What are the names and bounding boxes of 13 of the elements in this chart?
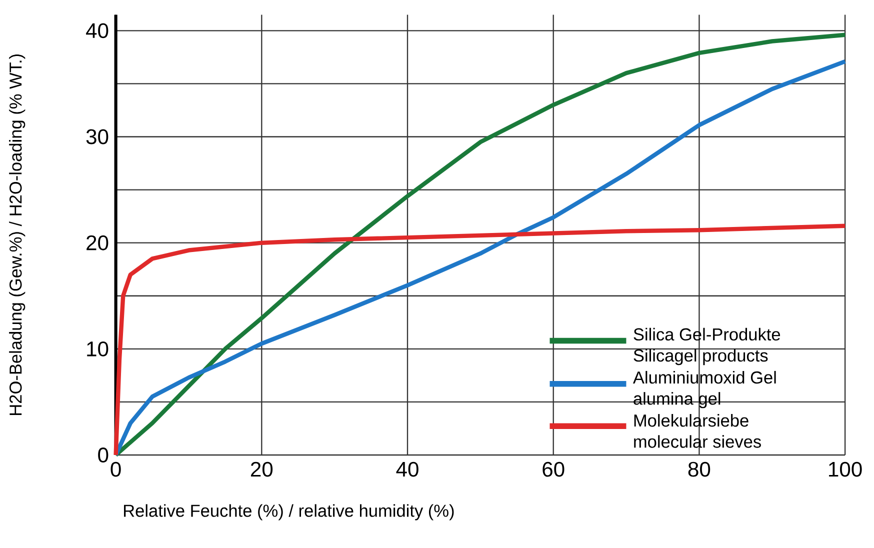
x-tick-label: 0 (110, 462, 121, 477)
x-tick-label: 40 (396, 462, 418, 477)
x-tick-label: 80 (688, 462, 710, 477)
x-axis-title: Relative Feuchte (%) / relative humidity (%) (124, 504, 454, 520)
x-tick-label: 100 (829, 462, 862, 477)
y-tick-label: 30 (86, 129, 108, 144)
y-tick-label: 0 (98, 448, 108, 463)
y-tick-label: 20 (86, 235, 108, 250)
y-tick-label: 40 (86, 23, 108, 38)
x-tick-label: 20 (250, 462, 273, 477)
x-tick-label: 60 (542, 462, 564, 477)
y-tick-label: 10 (87, 342, 108, 356)
y-axis-title: H2O-Beladung (Gew.%) / H2O-loading (% WT.) (9, 54, 26, 416)
